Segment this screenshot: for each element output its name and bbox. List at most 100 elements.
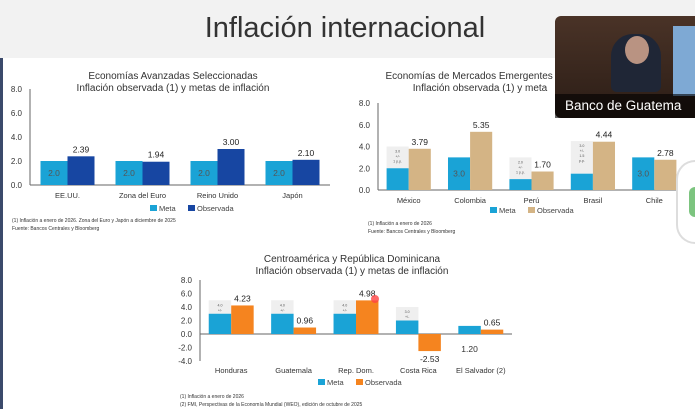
- bar-meta-label: 2.0: [48, 168, 60, 178]
- y-tick-label: 6.0: [11, 109, 23, 118]
- target-band-label: 1 p.p.: [393, 160, 402, 164]
- chart-title: Centroamérica y República Dominicana: [264, 254, 441, 265]
- bar-observada-label: 4.23: [234, 293, 251, 303]
- legend-meta-label: Meta: [159, 204, 177, 213]
- target-band-label: +/-: [405, 315, 410, 319]
- target-band-label: p.p.: [579, 159, 585, 163]
- y-tick-label: 8.0: [359, 99, 371, 108]
- y-tick-label: 8.0: [11, 85, 23, 94]
- bar-meta: [447, 157, 471, 190]
- bar-meta-label: 2.0: [273, 168, 285, 178]
- chart-title: Economías de Mercados Emergentes y en: [386, 71, 575, 82]
- legend-observada-label: Observada: [197, 204, 235, 213]
- target-band: [208, 300, 232, 314]
- bar-meta: [40, 161, 68, 185]
- bar-observada: [408, 148, 431, 190]
- target-band-label: +/-: [395, 155, 400, 159]
- target-band-label: 4.0: [217, 303, 222, 307]
- y-tick-label: 0.0: [11, 181, 23, 190]
- bar-observada-label: 2.78: [657, 148, 674, 158]
- target-band-label: 1 p.p.: [516, 170, 525, 174]
- bar-observada-label: 0.96: [297, 316, 314, 326]
- y-tick-label: 2.0: [181, 317, 193, 326]
- x-tick-label: Reino Unido: [197, 191, 238, 200]
- chart-title: Inflación observada (1) y metas de infla…: [77, 83, 270, 94]
- webcam-overlay[interactable]: Banco de Guatema: [555, 16, 695, 118]
- bar-observada-label: 4.98: [359, 288, 376, 298]
- bar-observada-label: 0.65: [484, 318, 501, 328]
- speaker-head: [625, 36, 649, 64]
- bar-meta-label: 3.0: [637, 169, 649, 179]
- bar-observada: [356, 300, 379, 334]
- bar-observada: [292, 159, 320, 185]
- legend-meta-swatch: [490, 207, 497, 213]
- x-tick-label: Costa Rica: [400, 366, 438, 375]
- pointer-highlight: [371, 295, 379, 303]
- x-tick-label: Colombia: [454, 196, 487, 205]
- chart-footnote: (1) Inflación a enero de 2026: [180, 394, 244, 400]
- target-band-label: 1.5: [579, 154, 584, 158]
- y-tick-label: 4.0: [359, 143, 371, 152]
- bar-observada-label: 1.94: [148, 150, 165, 160]
- target-band-label: 3.0: [579, 144, 584, 148]
- target-band-label: +/-: [343, 308, 348, 312]
- slide-title: Inflación internacional: [204, 12, 486, 44]
- bar-meta: [115, 161, 143, 185]
- chart-title: Inflación observada (1) y metas de infla…: [256, 266, 449, 277]
- target-band: [570, 141, 593, 174]
- y-tick-label: 0.0: [181, 330, 193, 339]
- target-band: [271, 300, 294, 314]
- bar-observada: [531, 171, 554, 190]
- x-tick-label: México: [397, 196, 421, 205]
- bar-meta: [632, 157, 655, 190]
- chart-title: Inflación observada (1) y meta: [413, 83, 548, 94]
- bar-observada-label: 3.00: [223, 137, 240, 147]
- y-tick-label: 2.0: [11, 157, 23, 166]
- bar-meta: [190, 161, 218, 185]
- bar-observada: [293, 327, 317, 334]
- x-tick-label: Zona del Euro: [119, 191, 166, 200]
- target-band: [333, 300, 356, 314]
- bar-meta-label: 3.0: [453, 169, 465, 179]
- bar-observada-label: 5.35: [473, 120, 490, 130]
- bar-meta: [458, 325, 481, 334]
- bar-meta: [208, 313, 232, 334]
- bar-meta-label: 2.0: [123, 168, 135, 178]
- target-band: [395, 307, 419, 321]
- x-tick-label: Chile: [646, 196, 663, 205]
- y-tick-label: 6.0: [181, 290, 193, 299]
- bar-meta: [386, 168, 409, 190]
- legend-observada-label: Observada: [537, 206, 575, 215]
- y-tick-label: 2.0: [359, 164, 371, 173]
- legend-meta-swatch: [318, 379, 325, 385]
- target-band-label: +/-: [580, 149, 585, 153]
- chart-title: Economías Avanzadas Seleccionadas: [88, 71, 257, 82]
- bar-observada: [654, 159, 677, 190]
- x-tick-label: Honduras: [215, 366, 248, 375]
- x-tick-label: EE.UU.: [55, 191, 80, 200]
- legend-meta-label: Meta: [327, 378, 345, 387]
- target-band-label: +/-: [518, 165, 523, 169]
- target-band-label: +/-: [280, 308, 285, 312]
- y-tick-label: 8.0: [181, 276, 193, 285]
- bar-meta: [333, 313, 356, 334]
- bar-observada: [480, 329, 504, 334]
- bar-observada-label: 1.70: [534, 160, 551, 170]
- legend-meta-swatch: [150, 205, 157, 211]
- bar-observada: [67, 156, 95, 185]
- x-tick-label: Brasil: [584, 196, 603, 205]
- webcam-caption: Banco de Guatema: [555, 94, 695, 118]
- bar-observada: [592, 141, 616, 190]
- bar-observada-label: 2.10: [298, 148, 315, 158]
- bar-observada-label: 3.79: [411, 137, 428, 147]
- chart-footnote: Fuente: Bancos Centrales y Bloomberg: [368, 229, 455, 235]
- target-band: [509, 157, 532, 180]
- bar-observada: [418, 334, 441, 352]
- bar-meta: [395, 320, 419, 334]
- y-tick-label: 6.0: [359, 121, 371, 130]
- x-tick-label: Japón: [282, 191, 302, 200]
- target-band-label: +/-: [218, 308, 223, 312]
- bar-meta: [570, 173, 593, 190]
- legend-observada-swatch: [528, 207, 535, 213]
